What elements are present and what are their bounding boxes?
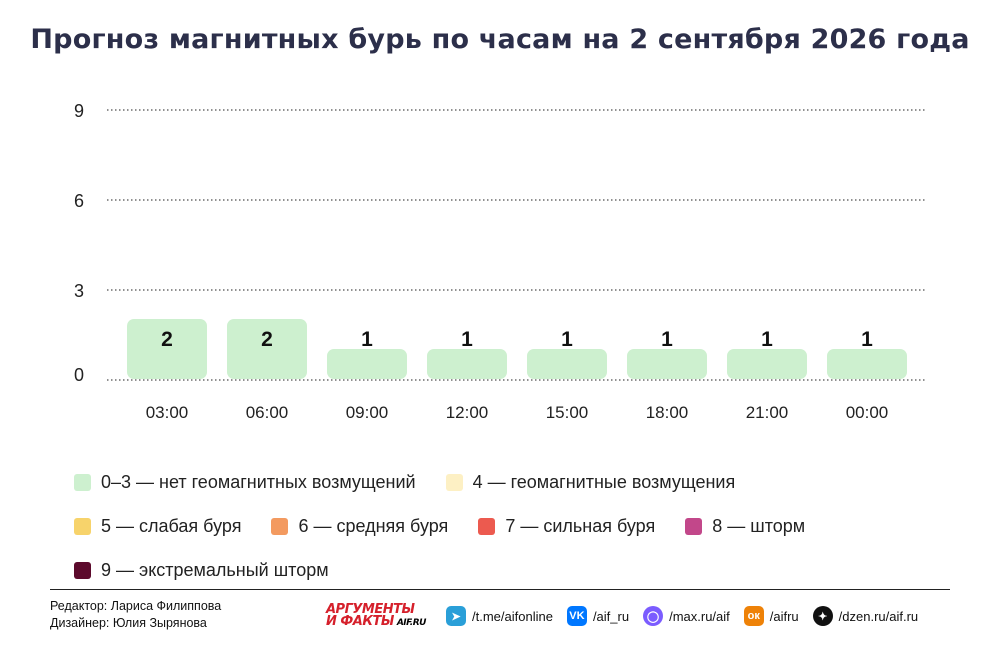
legend-swatch xyxy=(478,517,496,535)
legend-swatch xyxy=(271,517,289,535)
bar xyxy=(127,319,207,379)
y-tick-label: 6 xyxy=(74,191,84,211)
y-tick-label: 0 xyxy=(74,365,84,385)
social-link[interactable]: ◯ /max.ru/aif xyxy=(643,606,730,626)
legend-item: 4 — геомагнитные возмущения xyxy=(445,471,736,493)
logo-site: AIF.RU xyxy=(396,618,427,628)
legend-swatch xyxy=(445,473,463,491)
chart-title: Прогноз магнитных бурь по часам на 2 сен… xyxy=(30,24,970,55)
legend-label: 4 — геомагнитные возмущения xyxy=(472,471,736,492)
legend-row: 5 — слабая буря 6 — средняя буря 7 — сильн… xyxy=(74,504,954,548)
legend-swatch xyxy=(74,517,91,535)
bar xyxy=(727,349,807,379)
bar-value-label: 1 xyxy=(661,328,673,351)
bar xyxy=(827,349,907,379)
social-link[interactable]: ➤ /t.me/aifonline xyxy=(446,606,553,626)
legend-swatch xyxy=(685,517,703,535)
x-tick-label: 00:00 xyxy=(846,403,889,422)
social-link-text: /t.me/aifonline xyxy=(472,608,553,624)
legend-item: 8 — шторм xyxy=(685,516,805,537)
x-tick-label: 15:00 xyxy=(546,403,589,422)
logo-line1: АРГУМЕНТЫ xyxy=(326,602,415,617)
bar xyxy=(627,349,707,379)
dzen-icon: ✦ xyxy=(812,606,833,626)
social-link-text: /aifru xyxy=(769,608,799,624)
legend-item: 0–3 — нет геомагнитных возмущений xyxy=(74,472,416,493)
bar xyxy=(427,349,507,379)
designer-credit: Дизайнер: Юлия Зырянова xyxy=(50,616,207,630)
bar xyxy=(227,319,307,379)
social-link-text: /aif_ru xyxy=(592,608,630,624)
editor-credit: Редактор: Лариса Филиппова xyxy=(50,599,222,613)
bar xyxy=(327,349,407,379)
social-link[interactable]: ✦ /dzen.ru/aif.ru xyxy=(812,606,919,626)
bar-value-label: 1 xyxy=(761,328,773,351)
bar-value-label: 1 xyxy=(561,328,573,351)
odnoklassniki-icon: ок xyxy=(743,606,764,626)
social-links: ➤/t.me/aifonline VK/aif_ru ◯/max.ru/aif ок /… xyxy=(446,606,932,626)
bar-value-label: 2 xyxy=(261,328,273,351)
bar-value-label: 2 xyxy=(161,328,173,351)
legend-item: 9 — экстремальный шторм xyxy=(74,560,329,581)
max-icon: ◯ xyxy=(643,606,664,626)
legend-row: 0–3 — нет геомагнитных возмущений 4 — гео… xyxy=(74,460,954,504)
legend-label: 8 — шторм xyxy=(712,515,806,536)
social-link[interactable]: ок/aifru xyxy=(743,606,799,626)
legend-item: 6 — средняя буря xyxy=(271,516,448,537)
legend-label: 0–3 — нет геомагнитных возмущений xyxy=(101,471,416,492)
footer-divider xyxy=(50,589,950,590)
legend-label: 7 — сильная буря xyxy=(505,515,656,536)
legend-label: 9 — экстремальный шторм xyxy=(101,559,329,580)
x-tick-label: 03:00 xyxy=(146,403,189,422)
legend-item: 5 — слабая буря xyxy=(74,516,241,537)
legend-row: 9 — экстремальный шторм xyxy=(74,548,954,592)
y-tick-label: 9 xyxy=(74,101,84,121)
vk-icon: VK xyxy=(566,606,587,626)
legend-label: 6 — средняя буря xyxy=(298,515,449,536)
logo-line2: И ФАКТЫ xyxy=(326,614,394,629)
legend-label: 5 — слабая буря xyxy=(101,515,242,536)
aif-logo: АРГУМЕНТЫ И ФАКТЫ AIF.RU xyxy=(326,602,436,634)
y-tick-label: 3 xyxy=(74,281,84,301)
x-tick-label: 12:00 xyxy=(446,403,489,422)
legend-swatch xyxy=(74,561,91,579)
x-tick-label: 06:00 xyxy=(246,403,289,422)
x-tick-label: 18:00 xyxy=(646,403,689,422)
social-link[interactable]: VK/aif_ru xyxy=(566,606,630,626)
legend-item: 7 — сильная буря xyxy=(478,516,655,537)
bar-value-label: 1 xyxy=(461,328,473,351)
legend: 0–3 — нет геомагнитных возмущений 4 — гео… xyxy=(74,460,954,592)
bar xyxy=(527,349,607,379)
credits: Редактор: Лариса Филиппова Дизайнер: Юли… xyxy=(50,598,221,632)
bar-chart: 0 3 6 9 2 03:00 2 06:00 1 09:00 1 12:00 1 15:00 1 18:00… xyxy=(74,101,926,422)
telegram-icon: ➤ xyxy=(446,606,466,626)
social-link-text: /dzen.ru/aif.ru xyxy=(838,608,919,624)
social-link-text: /max.ru/aif xyxy=(669,608,730,624)
bar-value-label: 1 xyxy=(361,328,373,351)
bar-value-label: 1 xyxy=(861,328,873,351)
legend-swatch xyxy=(74,473,91,491)
x-tick-label: 09:00 xyxy=(346,403,389,422)
x-tick-label: 21:00 xyxy=(746,403,789,422)
